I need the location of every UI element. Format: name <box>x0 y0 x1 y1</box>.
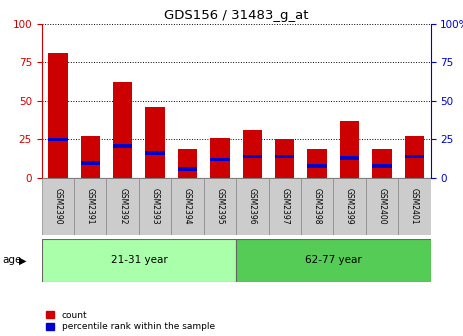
Bar <box>243 155 262 158</box>
Bar <box>243 130 262 178</box>
Bar <box>178 149 197 178</box>
Bar <box>81 136 100 178</box>
Text: GSM2396: GSM2396 <box>248 188 257 225</box>
Text: GSM2394: GSM2394 <box>183 188 192 225</box>
Bar <box>340 121 359 178</box>
Bar <box>340 156 359 160</box>
Text: GSM2390: GSM2390 <box>53 188 63 225</box>
Text: GSM2399: GSM2399 <box>345 188 354 225</box>
Text: GSM2393: GSM2393 <box>150 188 160 225</box>
Text: GSM2391: GSM2391 <box>86 188 95 225</box>
Bar <box>48 53 68 178</box>
Bar <box>171 178 204 235</box>
Text: GSM2392: GSM2392 <box>118 188 127 225</box>
Bar <box>48 137 68 141</box>
Text: age: age <box>2 255 22 265</box>
Text: 62-77 year: 62-77 year <box>305 255 362 265</box>
Bar <box>405 155 424 158</box>
Bar <box>113 144 132 148</box>
Text: GSM2398: GSM2398 <box>313 188 322 225</box>
Bar <box>113 82 132 178</box>
Text: GSM2401: GSM2401 <box>410 188 419 225</box>
Legend: count, percentile rank within the sample: count, percentile rank within the sample <box>46 311 215 332</box>
Text: GSM2400: GSM2400 <box>377 188 387 225</box>
Bar <box>106 178 139 235</box>
Bar <box>372 149 392 178</box>
Bar <box>236 178 269 235</box>
Bar <box>139 178 171 235</box>
Title: GDS156 / 31483_g_at: GDS156 / 31483_g_at <box>164 9 308 23</box>
Bar <box>366 178 398 235</box>
Bar <box>275 155 294 158</box>
Text: 21-31 year: 21-31 year <box>111 255 167 265</box>
Bar <box>398 178 431 235</box>
Bar <box>236 239 431 282</box>
Bar <box>42 178 74 235</box>
Bar <box>210 138 230 178</box>
Bar <box>307 164 327 168</box>
Bar <box>333 178 366 235</box>
Bar <box>372 164 392 168</box>
Text: GSM2395: GSM2395 <box>215 188 225 225</box>
Bar <box>307 149 327 178</box>
Bar <box>405 136 424 178</box>
Bar <box>178 167 197 171</box>
Bar <box>210 158 230 162</box>
Bar <box>275 139 294 178</box>
Bar <box>204 178 236 235</box>
Bar <box>145 107 165 178</box>
Bar <box>74 178 106 235</box>
Bar <box>301 178 333 235</box>
Bar <box>145 152 165 155</box>
Bar <box>81 161 100 165</box>
Text: GSM2397: GSM2397 <box>280 188 289 225</box>
Bar <box>42 239 236 282</box>
Bar <box>269 178 301 235</box>
Text: ▶: ▶ <box>19 255 27 265</box>
